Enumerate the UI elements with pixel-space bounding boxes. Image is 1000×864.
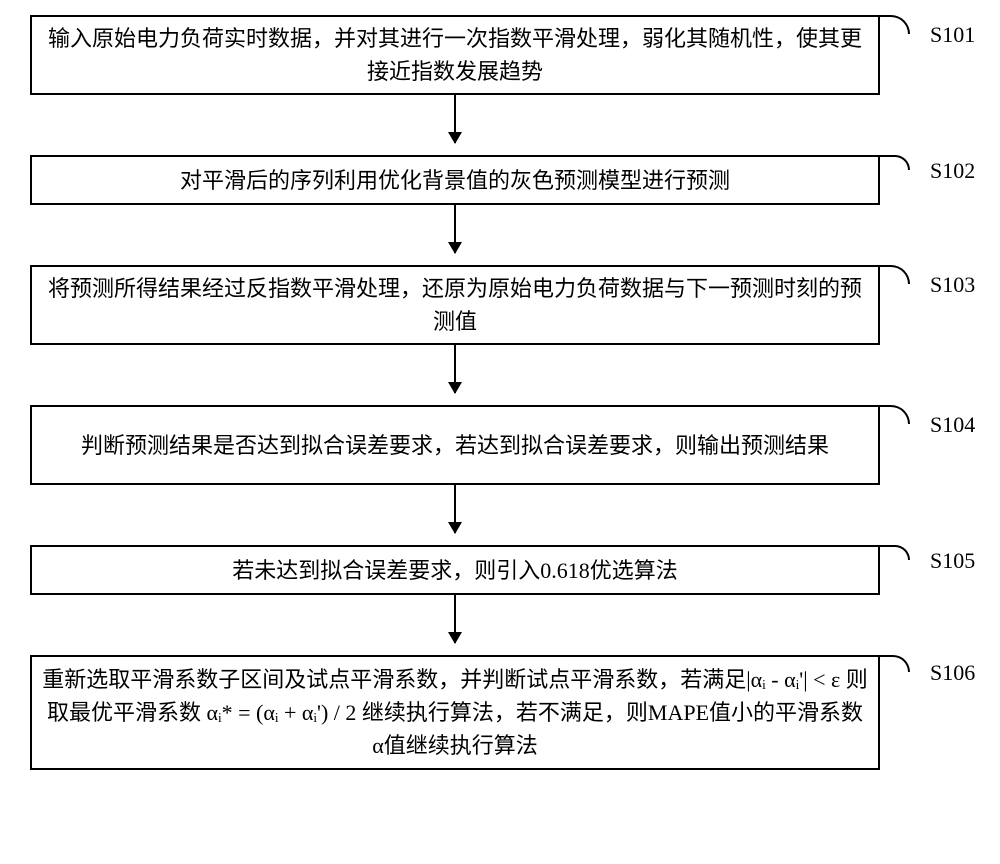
step-text: 重新选取平滑系数子区间及试点平滑系数，并判断试点平滑系数，若满足|αᵢ - αᵢ… [42,663,868,762]
step-label-s106: S106 [930,660,975,686]
step-text: 输入原始电力负荷实时数据，并对其进行一次指数平滑处理，弱化其随机性，使其更接近指… [42,22,868,88]
step-box-s104: 判断预测结果是否达到拟合误差要求，若达到拟合误差要求，则输出预测结果 [30,405,880,485]
step-box-s103: 将预测所得结果经过反指数平滑处理，还原为原始电力负荷数据与下一预测时刻的预测值 [30,265,880,345]
step-label-s105: S105 [930,548,975,574]
step-label-s103: S103 [930,272,975,298]
arrow-down [454,345,456,393]
step-label-s104: S104 [930,412,975,438]
arrow-down [454,95,456,143]
step-label-s102: S102 [930,158,975,184]
step-box-s102: 对平滑后的序列利用优化背景值的灰色预测模型进行预测 [30,155,880,205]
connector-line [880,545,910,560]
step-text: 若未达到拟合误差要求，则引入0.618优选算法 [232,554,678,587]
flowchart-container: 输入原始电力负荷实时数据，并对其进行一次指数平滑处理，弱化其随机性，使其更接近指… [0,0,1000,864]
connector-line [880,155,910,170]
connector-line [880,265,910,284]
step-box-s106: 重新选取平滑系数子区间及试点平滑系数，并判断试点平滑系数，若满足|αᵢ - αᵢ… [30,655,880,770]
connector-line [880,655,910,672]
connector-line [880,405,910,424]
step-box-s105: 若未达到拟合误差要求，则引入0.618优选算法 [30,545,880,595]
step-text: 对平滑后的序列利用优化背景值的灰色预测模型进行预测 [180,164,730,197]
step-box-s101: 输入原始电力负荷实时数据，并对其进行一次指数平滑处理，弱化其随机性，使其更接近指… [30,15,880,95]
connector-line [880,15,910,34]
arrow-down [454,595,456,643]
arrow-down [454,205,456,253]
step-text: 判断预测结果是否达到拟合误差要求，若达到拟合误差要求，则输出预测结果 [81,429,829,462]
arrow-down [454,485,456,533]
step-text: 将预测所得结果经过反指数平滑处理，还原为原始电力负荷数据与下一预测时刻的预测值 [42,272,868,338]
step-label-s101: S101 [930,22,975,48]
